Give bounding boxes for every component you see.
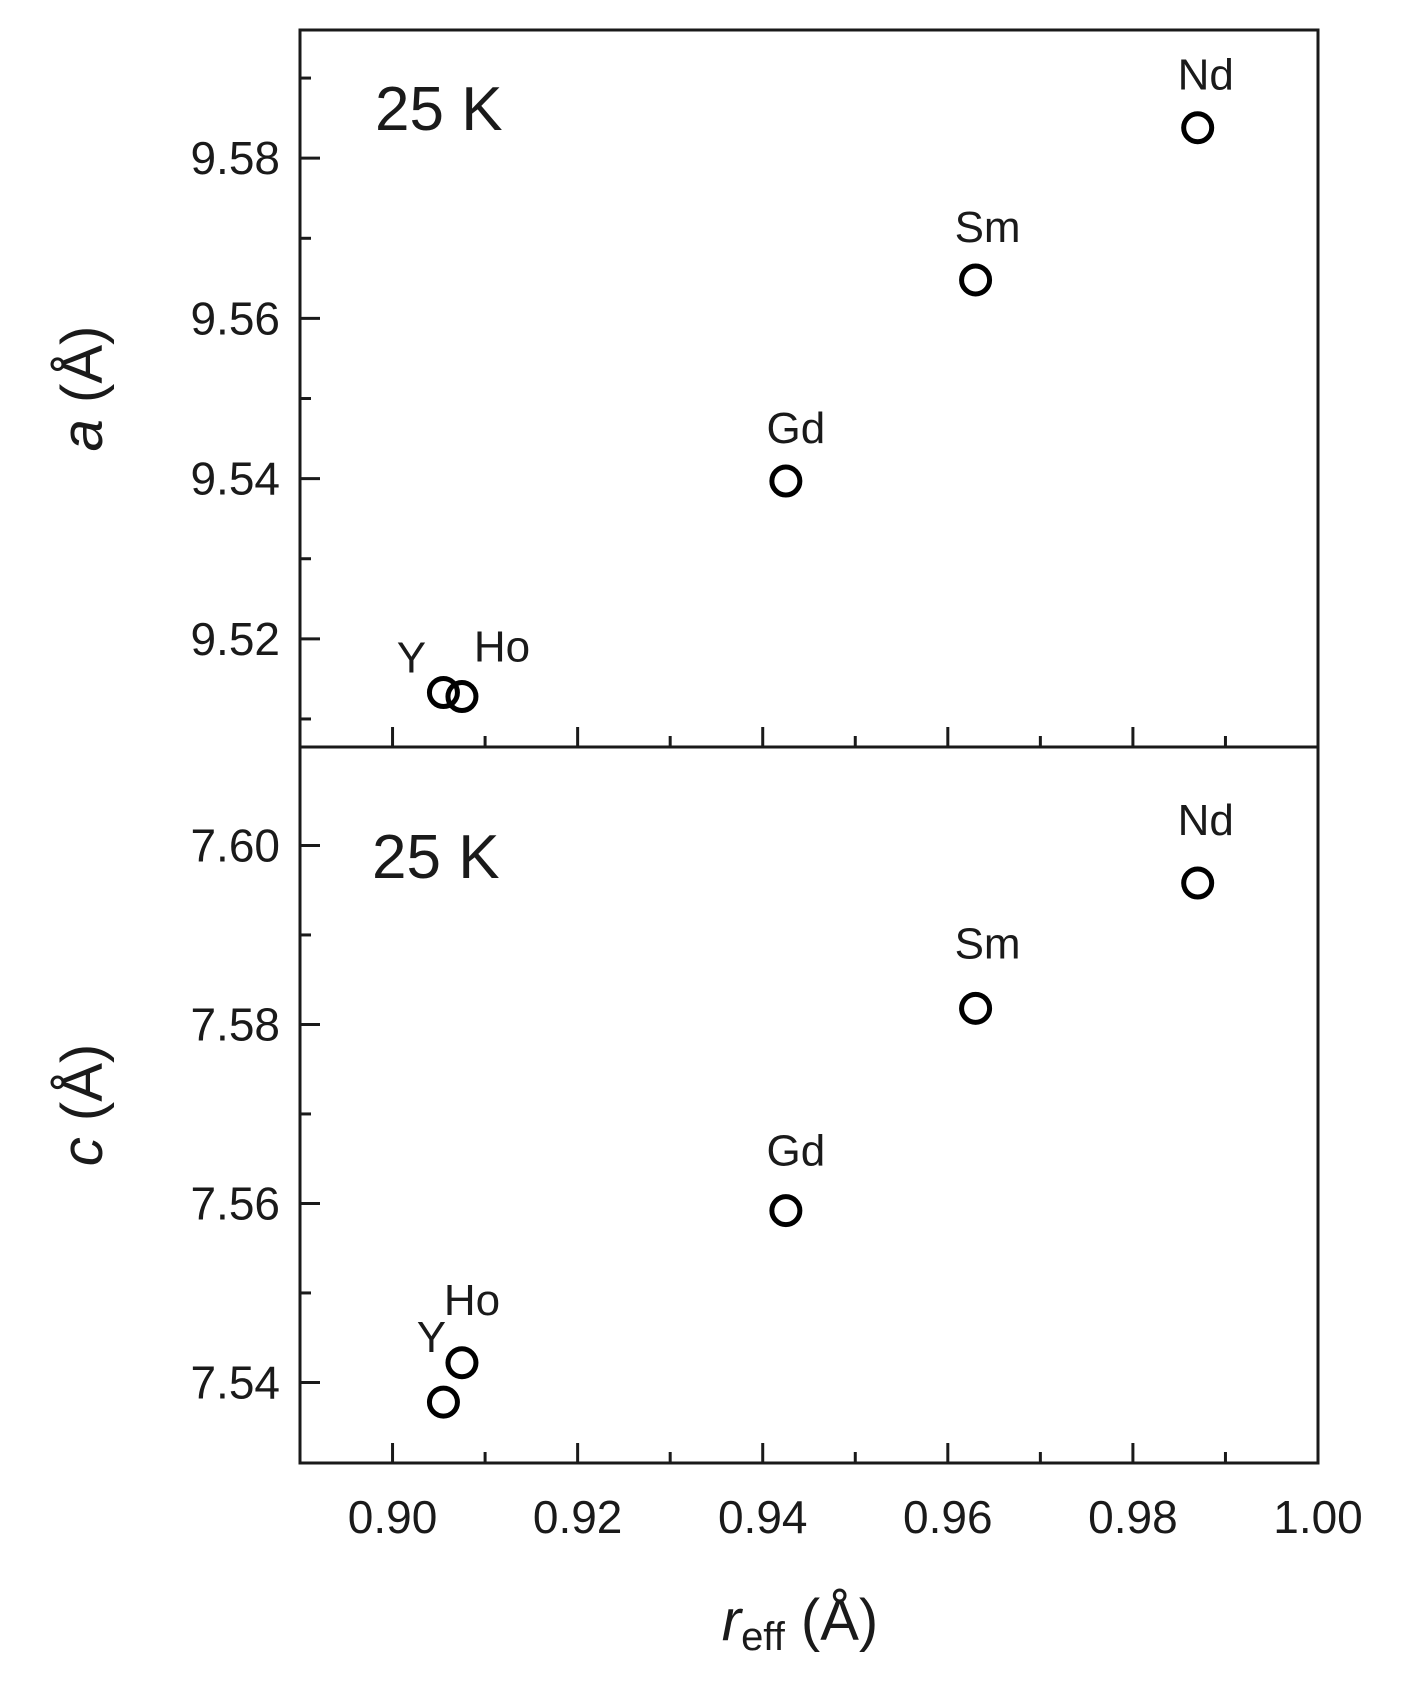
y-tick-label: 9.58 [190,132,280,184]
data-point-gd [769,1194,803,1228]
point-label-gd: Gd [767,404,826,453]
point-label-ho: Ho [444,1276,500,1325]
x-tick-label: 0.98 [1088,1491,1178,1543]
data-point-y [426,676,460,710]
x-axis-title: reff (Å) [722,1588,879,1659]
y-tick-label: 7.54 [190,1356,280,1408]
data-point-nd [1181,866,1215,900]
data-point-sm [959,263,993,297]
temperature-annotation: 25 K [375,75,503,144]
top-panel-a-lattice: 9.52 9.54 9.56 9.58 a (Å) 25 K Y Ho Gd Sm Nd [50,28,1320,749]
point-label-sm: Sm [955,919,1021,968]
data-point-gd [769,464,803,498]
y-axis-title: c (Å) [50,1044,115,1166]
y-axis-title: a (Å) [50,326,115,452]
data-point-sm [959,991,993,1025]
point-label-nd: Nd [1178,796,1234,845]
y-tick-label: 9.52 [190,613,280,665]
y-axis-variable: c [50,1137,115,1166]
data-point-y [426,1385,460,1419]
data-point-ho [445,680,479,714]
x-tick-label: 1.00 [1273,1491,1363,1543]
bottom-panel-c-lattice: 0.90 0.92 0.94 0.96 0.98 1.00 7.54 7.56 7.58 7.60… [50,745,1363,1543]
point-label-y: Y [397,634,426,683]
point-label-gd: Gd [767,1127,826,1176]
data-point-ho [445,1346,479,1380]
y-axis-unit: (Å) [50,1044,115,1137]
y-tick-label: 7.56 [190,1177,280,1229]
x-tick-label: 0.94 [718,1491,808,1543]
y-tick-label: 7.60 [190,819,280,871]
x-axis-unit: (Å) [785,1588,878,1653]
x-tick-label: 0.90 [348,1491,438,1543]
x-tick-label: 0.92 [533,1491,623,1543]
point-label-ho: Ho [474,623,530,672]
x-tick-label: 0.96 [903,1491,993,1543]
point-label-nd: Nd [1178,51,1234,100]
y-tick-label: 9.54 [190,453,280,505]
temperature-annotation: 25 K [372,823,500,892]
x-axis-subscript: eff [741,1615,786,1659]
y-tick-label: 7.58 [190,998,280,1050]
y-axis-unit: (Å) [50,326,115,419]
point-label-sm: Sm [955,203,1021,252]
y-tick-label: 9.56 [190,292,280,344]
data-point-nd [1181,111,1215,145]
y-axis-variable: a [50,419,115,451]
plot-frame [298,745,1320,1465]
point-label-y: Y [417,1313,446,1362]
x-axis-variable: r [722,1588,744,1653]
